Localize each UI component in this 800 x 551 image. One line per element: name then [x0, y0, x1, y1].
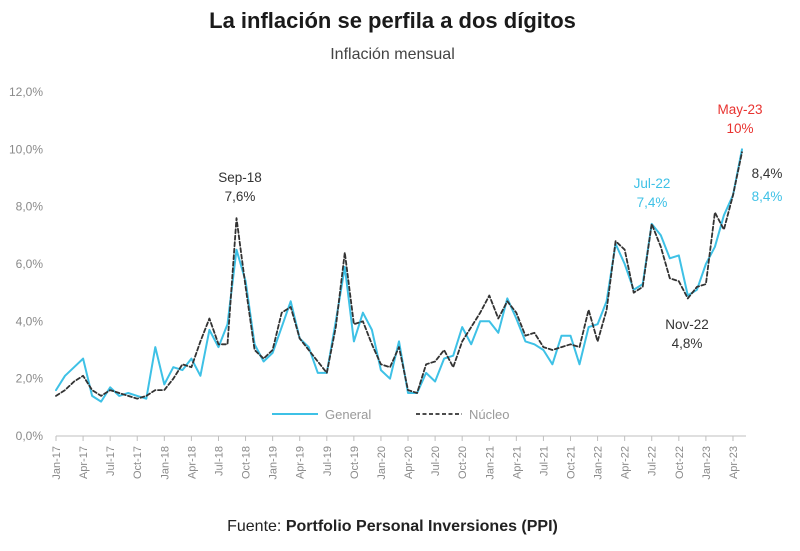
x-tick-label: Apr-21: [511, 446, 523, 479]
annotation-value: 8,4%: [752, 189, 783, 204]
y-tick-label: 2,0%: [16, 372, 44, 386]
x-tick-label: Jan-18: [159, 446, 171, 480]
y-tick-label: 6,0%: [16, 257, 44, 271]
x-tick-label: Oct-21: [566, 446, 578, 479]
source-name: Portfolio Personal Inversiones (PPI): [285, 518, 558, 535]
annotation-label: May-23: [717, 102, 762, 117]
x-tick-label: Jul-17: [105, 446, 117, 476]
x-tick-label: Apr-18: [186, 446, 198, 479]
y-tick-label: 8,0%: [16, 200, 44, 214]
x-tick-label: Jul-22: [647, 446, 659, 476]
y-tick-label: 0,0%: [16, 429, 44, 443]
x-tick-label: Apr-22: [620, 446, 632, 479]
annotation-label: Sep-18: [218, 170, 262, 185]
x-tick-label: Jan-22: [593, 446, 605, 480]
x-tick-label: Jan-17: [51, 446, 63, 480]
source-note: Fuente: Portfolio Personal Inversiones (…: [0, 518, 785, 536]
legend-label-general: General: [325, 407, 371, 422]
y-tick-label: 12,0%: [9, 85, 43, 99]
annotation-value: 8,4%: [752, 166, 783, 181]
x-tick-label: Jan-20: [376, 446, 388, 480]
chart-title: La inflación se perfila a dos dígitos: [209, 8, 576, 33]
annotation-value: 7,4%: [637, 195, 668, 210]
series-line-nucleo: [55, 151, 743, 400]
annotation-value: 10%: [726, 121, 753, 136]
series-line-general: [55, 148, 743, 403]
x-tick-label: Apr-19: [295, 446, 307, 479]
x-tick-label: Apr-23: [728, 446, 740, 479]
x-tick-label: Jul-20: [430, 446, 442, 476]
source-prefix: Fuente:: [227, 518, 286, 535]
x-tick-label: Oct-19: [349, 446, 361, 479]
legend-label-nucleo: Núcleo: [469, 407, 509, 422]
x-tick-label: Apr-20: [403, 446, 415, 479]
x-tick-label: Apr-17: [78, 446, 90, 479]
x-tick-label: Oct-20: [457, 446, 469, 479]
chart-subtitle: Inflación mensual: [330, 46, 455, 63]
x-tick-label: Jan-23: [701, 446, 713, 480]
y-tick-label: 4,0%: [16, 314, 44, 328]
x-tick-label: Jul-21: [538, 446, 550, 476]
x-tick-label: Jul-18: [213, 446, 225, 476]
annotation-value: 7,6%: [225, 189, 256, 204]
x-tick-label: Jan-21: [484, 446, 496, 480]
x-tick-label: Oct-22: [674, 446, 686, 479]
x-tick-label: Oct-18: [241, 446, 253, 479]
annotation-label: Nov-22: [665, 317, 709, 332]
x-tick-label: Oct-17: [132, 446, 144, 479]
annotation-value: 4,8%: [672, 336, 703, 351]
annotation-label: Jul-22: [634, 176, 671, 191]
x-tick-label: Jan-19: [268, 446, 280, 480]
y-tick-label: 10,0%: [9, 142, 43, 156]
x-tick-label: Jul-19: [322, 446, 334, 476]
